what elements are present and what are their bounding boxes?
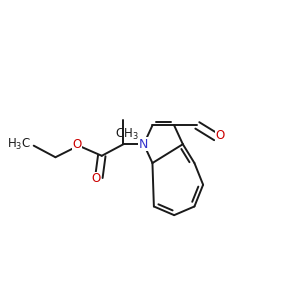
Text: O: O xyxy=(216,129,225,142)
Text: CH$_3$: CH$_3$ xyxy=(115,127,138,142)
Text: O: O xyxy=(73,138,82,151)
Text: H$_3$C: H$_3$C xyxy=(7,137,31,152)
Text: N: N xyxy=(139,138,148,151)
Text: O: O xyxy=(91,172,101,185)
